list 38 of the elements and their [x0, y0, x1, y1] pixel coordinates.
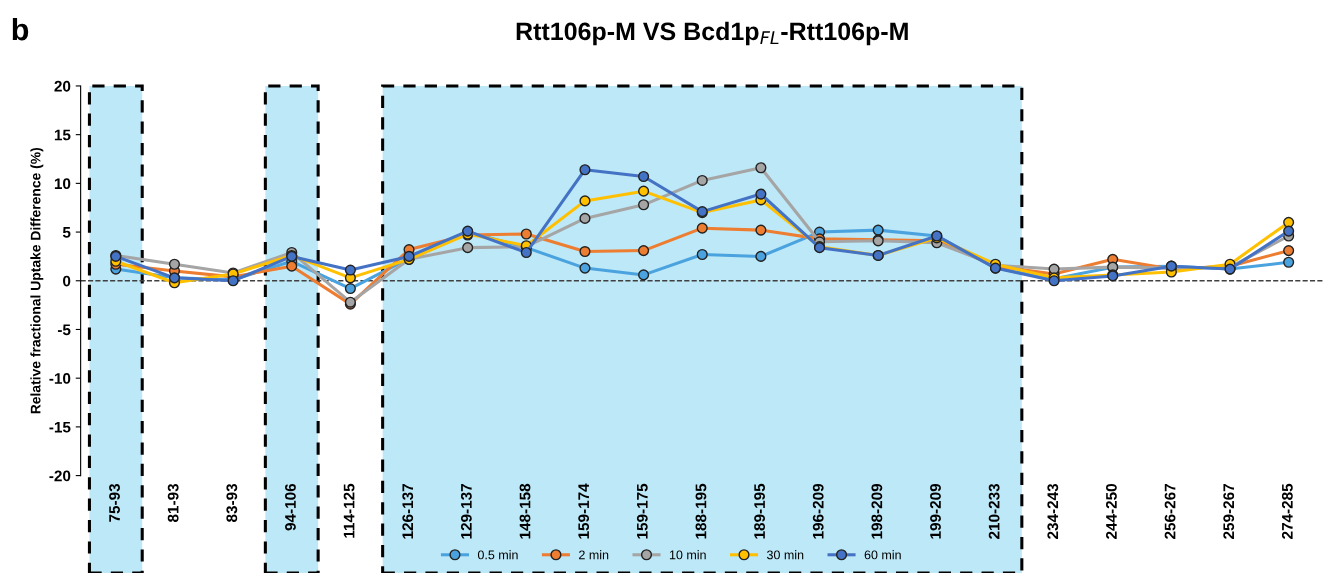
y-tick-label: 20 [54, 80, 71, 92]
y-tick-label: 0 [63, 275, 71, 287]
chart-title: Rtt106p-M VS Bcd1p$_{FL}$-Rtt106p-M [516, 21, 908, 46]
legend-label: 2 min [579, 550, 609, 560]
x-tick-label: 274-285 [1281, 483, 1293, 539]
x-tick-label: 81-93 [167, 483, 179, 522]
y-axis-title: Relative fractional Uptake Difference (%) [30, 147, 44, 414]
y-tick-label: -20 [49, 470, 71, 482]
x-tick-label: 196-209 [812, 483, 824, 539]
x-tick-label: 129-137 [460, 484, 472, 539]
x-tick-label: 198-209 [871, 483, 883, 539]
x-tick-label: 210-233 [988, 483, 1000, 539]
x-tick-label: 256-267 [1164, 484, 1176, 539]
x-tick-label: 259-267 [1223, 484, 1235, 539]
legend-label: 60 min [864, 550, 901, 560]
legend-label: 0.5 min [477, 550, 518, 560]
x-tick-label: 199-209 [930, 483, 941, 539]
y-tick-label: -15 [49, 421, 71, 433]
x-tick-label: 244-250 [1106, 484, 1117, 539]
y-tick-label: 10 [54, 178, 71, 190]
x-tick-label: 114-125 [343, 483, 355, 538]
x-tick-label: 159-174 [578, 483, 590, 539]
x-tick-label: 189-195 [754, 483, 765, 539]
legend-label: 10 min [669, 550, 706, 560]
x-tick-label: 83-93 [226, 483, 238, 522]
legend-label: 30 min [767, 550, 804, 560]
y-tick-label: 5 [62, 227, 71, 238]
x-tick-label: 94-106 [285, 483, 296, 531]
x-tick-label: 159-175 [636, 483, 648, 539]
x-tick-label: 126-137 [402, 484, 414, 539]
y-tick-label: -5 [57, 324, 71, 336]
x-tick-label: 234-243 [1047, 483, 1059, 539]
x-tick-label: 148-158 [519, 483, 531, 539]
text: b [12, 17, 29, 41]
y-tick-label: 15 [54, 129, 71, 141]
y-tick-label: -10 [49, 373, 71, 384]
x-tick-label: 188-195 [695, 483, 707, 539]
x-tick-label: 75-93 [109, 483, 120, 522]
